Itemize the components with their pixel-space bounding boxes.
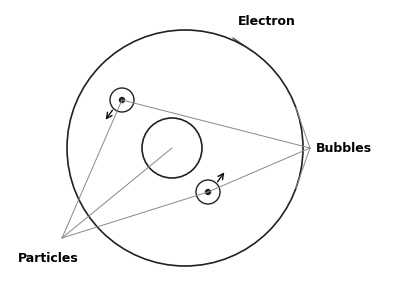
Circle shape (206, 190, 210, 194)
Text: Particles: Particles (18, 252, 79, 265)
Circle shape (119, 98, 125, 102)
Text: Bubbles: Bubbles (316, 142, 372, 154)
Text: Electron: Electron (238, 15, 296, 28)
